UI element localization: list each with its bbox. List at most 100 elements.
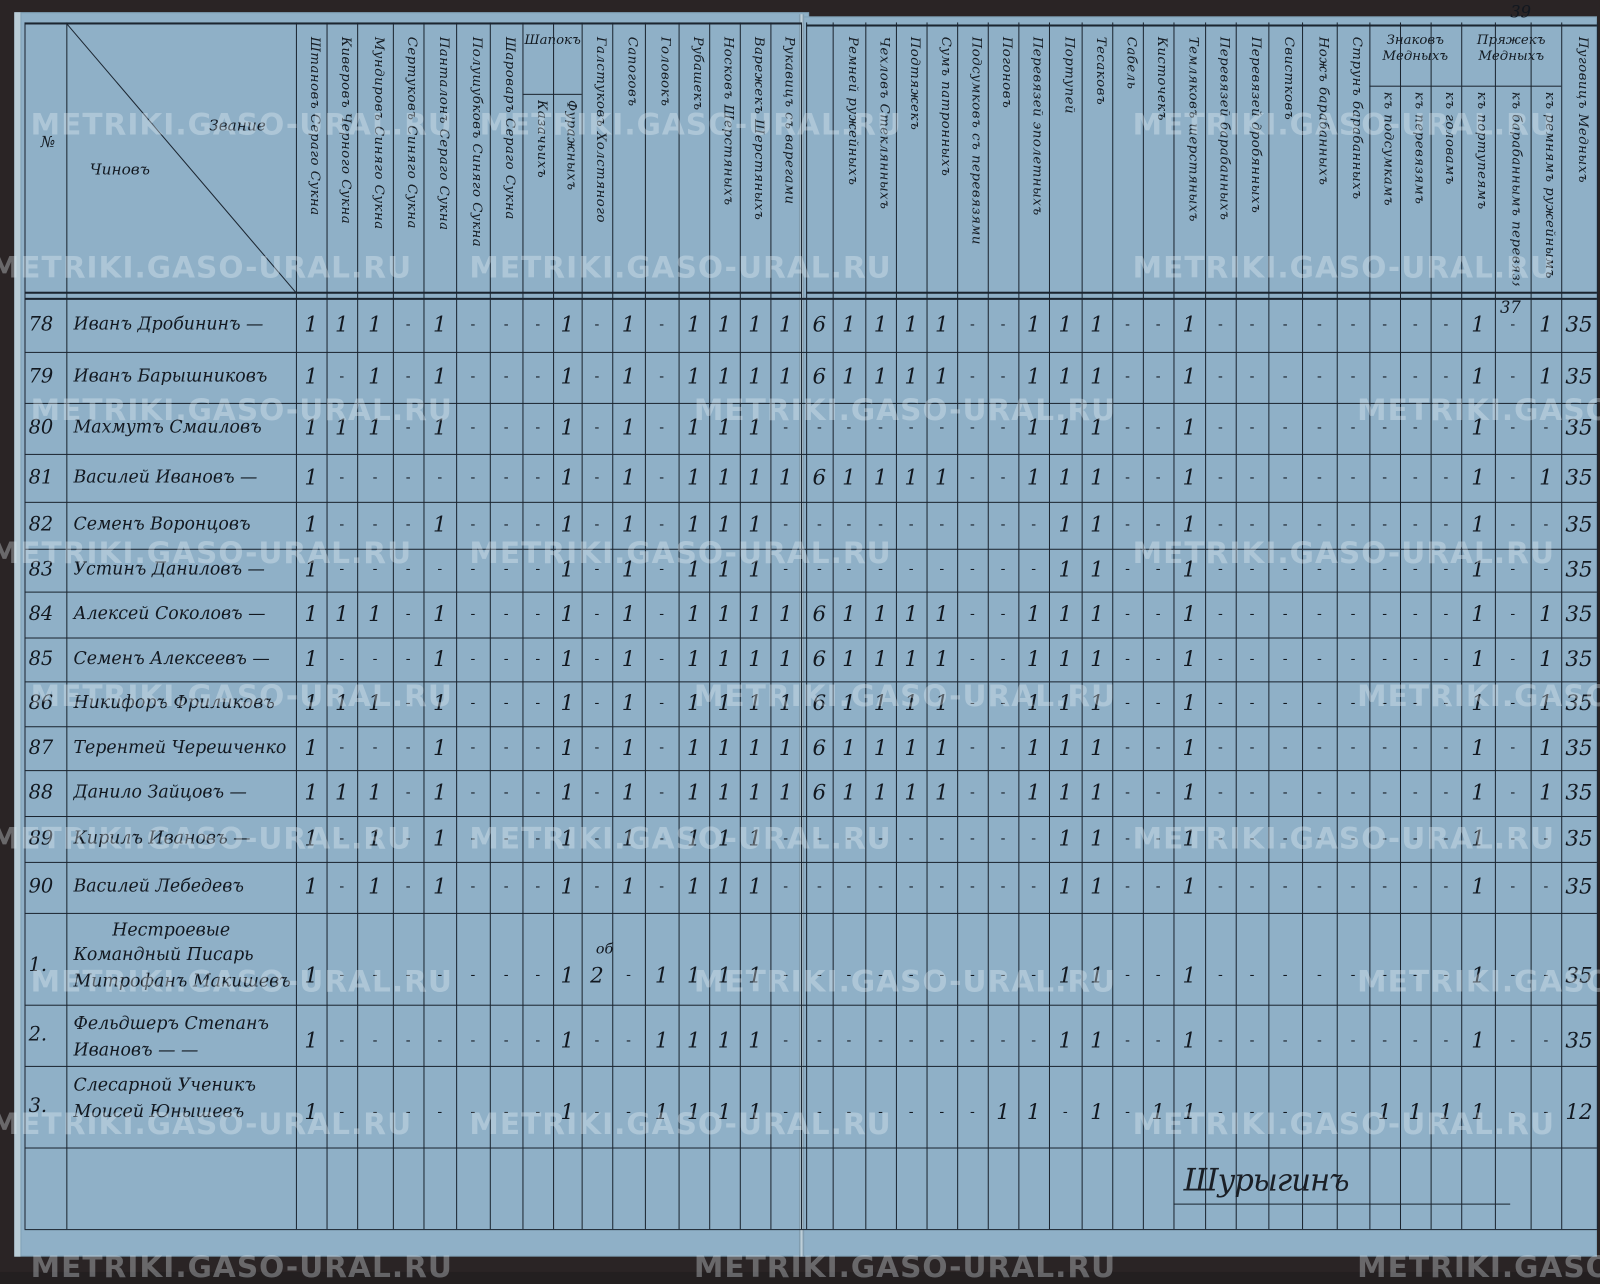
cell-value: - (1236, 964, 1269, 986)
cell-value: 1 (1461, 313, 1495, 335)
cell-value: 1 (1461, 827, 1495, 849)
cell-value: - (806, 875, 833, 897)
cell-value: - (490, 416, 523, 438)
cell-value: 1 (296, 416, 327, 438)
cell-value: 1 (296, 466, 327, 488)
column-header: Рукавицъ съ варегами (777, 37, 797, 286)
cell-value: - (1268, 1029, 1302, 1051)
cell-value: - (1369, 964, 1400, 986)
cell-value: - (770, 1029, 801, 1051)
cell-value: 1 (740, 1101, 771, 1123)
column-header: Сертуковъ Синяго Сукна (399, 37, 419, 286)
cell-value: 35 (1561, 875, 1597, 897)
cell-value: - (456, 1101, 490, 1123)
cell-value: - (1337, 313, 1370, 335)
cell-value: - (1143, 466, 1174, 488)
row-number: 86 (29, 692, 54, 714)
cell-value: - (612, 964, 645, 986)
cell-value: 1 (896, 781, 927, 803)
cell-value: - (770, 558, 801, 580)
cell-value: 1 (612, 558, 645, 580)
cell-value: - (1431, 365, 1462, 387)
cell-value: - (957, 736, 988, 758)
cell-value: 1 (679, 313, 710, 335)
cell-value: - (865, 513, 896, 535)
cell-value: - (582, 692, 613, 714)
cell-value: 1 (1461, 781, 1495, 803)
cell-value: - (1337, 602, 1370, 624)
cell-value: - (490, 736, 523, 758)
row-number: 3. (29, 1094, 48, 1116)
cell-value: - (988, 692, 1019, 714)
cell-value: 1 (770, 602, 801, 624)
cell-value: - (1431, 1029, 1462, 1051)
cell-value: - (522, 964, 553, 986)
cell-value: - (1369, 875, 1400, 897)
cell-value: - (1302, 827, 1337, 849)
cell-value: - (1302, 875, 1337, 897)
cell-value: - (456, 692, 490, 714)
cell-value: - (770, 827, 801, 849)
cell-value: 1 (1018, 1101, 1049, 1123)
cell-value: - (806, 964, 833, 986)
cell-value: 1 (740, 416, 771, 438)
cell-value: - (1112, 875, 1143, 897)
cell-value: 6 (806, 781, 833, 803)
cell-value: 1 (679, 558, 710, 580)
cell-value: - (490, 692, 523, 714)
cell-value: 1 (1082, 781, 1113, 803)
cell-value: - (1268, 416, 1302, 438)
cell-value: - (1143, 736, 1174, 758)
cell-value: - (1302, 647, 1337, 669)
cell-value: - (490, 781, 523, 803)
cell-value: 1 (327, 602, 358, 624)
cell-value: - (1236, 781, 1269, 803)
cell-value: - (1236, 827, 1269, 849)
cell-value: 1 (1082, 964, 1113, 986)
group-divider (1369, 86, 1461, 87)
cell-annotation: об (596, 941, 613, 957)
cell-value: - (1112, 1029, 1143, 1051)
cell-value: - (988, 1029, 1019, 1051)
cell-value: 6 (806, 602, 833, 624)
person-name: Семенъ Воронцовъ (73, 513, 250, 535)
cell-value: - (1143, 827, 1174, 849)
cell-value: 1 (357, 416, 393, 438)
cell-value: - (1268, 875, 1302, 897)
cell-value: - (1431, 647, 1462, 669)
cell-value: - (522, 602, 553, 624)
cell-value: 1 (423, 827, 456, 849)
cell-value: - (1236, 558, 1269, 580)
cell-value: - (1337, 513, 1370, 535)
cell-value: 1 (296, 781, 327, 803)
row-number: 84 (29, 602, 54, 624)
cell-value: - (456, 647, 490, 669)
cell-value: 1 (709, 1029, 740, 1051)
header-group-right: Знаковъ Медныхъ (1371, 33, 1459, 66)
row-number: 90 (29, 875, 54, 897)
column-header: Галстуковъ Холстяного (588, 37, 608, 286)
cell-value: 1 (833, 365, 866, 387)
cell-value: - (1400, 416, 1431, 438)
cell-value: 1 (1049, 827, 1082, 849)
cell-value: - (1205, 736, 1236, 758)
row-line (24, 1148, 1596, 1149)
group-divider (522, 94, 581, 95)
column-header: Тесаковъ (1088, 37, 1108, 286)
cell-value: - (1431, 875, 1462, 897)
cell-value: - (490, 1101, 523, 1123)
cell-value: - (1112, 513, 1143, 535)
cell-value: 1 (1082, 1029, 1113, 1051)
cell-value: - (896, 416, 927, 438)
cell-value: - (456, 416, 490, 438)
cell-value: - (1205, 692, 1236, 714)
cell-value: - (1369, 466, 1400, 488)
cell-value: - (357, 1029, 393, 1051)
cell-value: 1 (1082, 416, 1113, 438)
person-name: Махмутъ Смаиловъ (73, 416, 261, 438)
cell-value: 1 (1049, 602, 1082, 624)
cell-value: 1 (612, 416, 645, 438)
cell-value: - (1205, 1029, 1236, 1051)
names-header-label: Чиновъ (90, 158, 150, 180)
